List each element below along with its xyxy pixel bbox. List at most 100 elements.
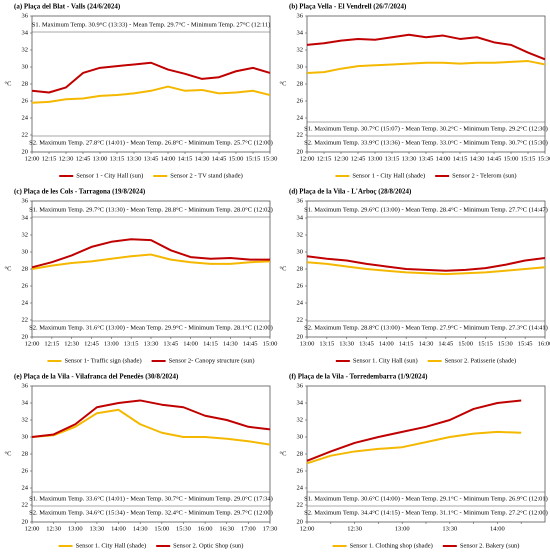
legend-label: Sensor 2. Patisserie (shade) bbox=[445, 357, 516, 364]
x-tick-label: 13:00 bbox=[93, 155, 108, 162]
series-line bbox=[31, 61, 271, 94]
legend-label: Sensor 2 - TV stand (shade) bbox=[170, 172, 243, 179]
chart-panel: (f) Plaça de la Vila - Torredembarra (1/… bbox=[280, 373, 548, 550]
legend-label: Sensor 1. City Hall (shade) bbox=[76, 542, 147, 549]
annotation: S1. Maximum Temp. 30.9°C (13:33) - Mean … bbox=[32, 21, 271, 28]
x-tick-label: 14:15 bbox=[453, 155, 468, 162]
x-tick-label: 14:45 bbox=[212, 155, 227, 162]
y-tick-label: 20 bbox=[22, 333, 29, 340]
y-tick-label: 28 bbox=[22, 265, 29, 272]
y-tick-label: 32 bbox=[22, 231, 29, 238]
x-tick-label: 15:00 bbox=[504, 155, 519, 162]
legend-label: Sensor 1 - City Hall (sun) bbox=[76, 172, 143, 179]
y-tick-label: 32 bbox=[22, 416, 29, 423]
x-tick-label: 14:45 bbox=[487, 155, 502, 162]
legend-label: Sensor 2. Optic Shop (sun) bbox=[173, 542, 243, 549]
y-tick-label: 36 bbox=[297, 197, 304, 204]
chart-panel: (c) Plaça de les Cols - Tarragona (19/8/… bbox=[5, 188, 278, 365]
y-tick-label: 24 bbox=[297, 114, 304, 121]
y-tick-label: 26 bbox=[297, 97, 304, 104]
x-tick-label: 14:00 bbox=[183, 340, 198, 347]
x-tick-label: 13:00 bbox=[395, 525, 410, 532]
x-tick-label: 13:15 bbox=[319, 340, 334, 347]
x-tick-label: 14:30 bbox=[223, 340, 238, 347]
x-tick-label: 15:30 bbox=[498, 340, 513, 347]
y-tick-label: 26 bbox=[297, 282, 304, 289]
x-tick-label: 14:30 bbox=[133, 525, 148, 532]
x-tick-label: 15:15 bbox=[478, 340, 493, 347]
y-tick-label: 20 bbox=[22, 148, 29, 155]
y-tick-label: 36 bbox=[297, 382, 304, 389]
y-tick-label: 20 bbox=[22, 518, 29, 525]
x-tick-label: 12:15 bbox=[44, 340, 59, 347]
y-tick-label: 36 bbox=[22, 382, 29, 389]
x-tick-label: 16:00 bbox=[538, 340, 550, 347]
x-tick-label: 13:45 bbox=[419, 155, 434, 162]
y-tick-label: 30 bbox=[22, 63, 29, 70]
x-tick-label: 12:30 bbox=[64, 340, 79, 347]
x-tick-label: 13:30 bbox=[127, 155, 142, 162]
x-tick-label: 16:30 bbox=[219, 525, 234, 532]
annotation: S2. Maximum Temp. 34.6°C (15:34) - Mean … bbox=[29, 509, 273, 516]
series-line bbox=[31, 253, 271, 270]
y-tick-label: 28 bbox=[22, 80, 29, 87]
y-tick-label: 24 bbox=[297, 484, 304, 491]
x-tick-label: 12:00 bbox=[25, 155, 40, 162]
x-tick-label: 12:30 bbox=[334, 155, 349, 162]
y-tick-label: 22 bbox=[297, 501, 304, 508]
annotation: S2. Maximum Temp. 34.4°C (14:15) - Mean … bbox=[304, 509, 548, 516]
x-tick-label: 15:15 bbox=[521, 155, 536, 162]
chart-panel: (e) Plaça de la Vila - Vilafranca del Pe… bbox=[5, 373, 278, 550]
chart-title: (f) Plaça de la Vila - Torredembarra (1/… bbox=[289, 373, 428, 381]
y-tick-label: 24 bbox=[22, 114, 29, 121]
series-line bbox=[306, 399, 522, 462]
x-tick-label: 13:45 bbox=[359, 340, 374, 347]
x-tick-label: 14:30 bbox=[470, 155, 485, 162]
legend: Sensor 1 - City Hall (shade) Sensor 2 - T… bbox=[335, 172, 517, 179]
legend-label: Sensor 1 - City Hall (shade) bbox=[352, 172, 425, 179]
y-tick-label: 34 bbox=[297, 399, 304, 406]
legend: Sensor 1- Traffic sign (shade) Sensor 2- … bbox=[47, 357, 255, 364]
x-tick-label: 15:30 bbox=[538, 155, 550, 162]
x-tick-label: 13:45 bbox=[144, 155, 159, 162]
plot-frame bbox=[31, 15, 271, 153]
series-line bbox=[306, 261, 546, 276]
x-tick-label: 15:00 bbox=[458, 340, 473, 347]
y-tick-label: 34 bbox=[297, 29, 304, 36]
y-tick-label: 30 bbox=[297, 248, 304, 255]
series-line bbox=[31, 85, 271, 104]
x-tick-label: 12:30 bbox=[59, 155, 74, 162]
y-tick-label: 32 bbox=[22, 46, 29, 53]
x-tick-label: 13:00 bbox=[300, 340, 315, 347]
legend: Sensor 1. Clothing shop (shade) Sensor 2.… bbox=[332, 542, 519, 549]
y-axis-label: °C bbox=[280, 265, 287, 272]
series-line bbox=[306, 255, 546, 272]
y-tick-label: 36 bbox=[22, 12, 29, 19]
y-tick-label: 30 bbox=[22, 433, 29, 440]
legend: Sensor 1. City Hall (sun) Sensor 2. Patis… bbox=[335, 357, 516, 364]
y-tick-label: 32 bbox=[297, 416, 304, 423]
y-tick-label: 32 bbox=[297, 46, 304, 53]
chart-panel: (d) Plaça de la Vila - L'Arboç (28/8/202… bbox=[280, 188, 550, 365]
y-tick-label: 22 bbox=[22, 316, 29, 323]
x-tick-label: 15:30 bbox=[263, 155, 278, 162]
x-tick-label: 12:00 bbox=[25, 525, 40, 532]
y-axis-label: °C bbox=[280, 80, 287, 87]
x-tick-label: 17:00 bbox=[241, 525, 256, 532]
x-tick-label: 13:30 bbox=[339, 340, 354, 347]
y-tick-label: 22 bbox=[297, 316, 304, 323]
legend: Sensor 1. City Hall (shade) Sensor 2. Opt… bbox=[58, 542, 243, 549]
annotation: S2. Maximum Temp. 31.6°C (13:00) - Mean … bbox=[29, 324, 273, 331]
chart-title: (a) Plaça del Blat - Valls (24/6/2024) bbox=[14, 3, 121, 11]
x-tick-label: 14:45 bbox=[243, 340, 258, 347]
y-tick-label: 34 bbox=[22, 399, 29, 406]
x-tick-label: 13:30 bbox=[90, 525, 105, 532]
x-tick-label: 12:00 bbox=[300, 155, 315, 162]
x-tick-label: 14:00 bbox=[111, 525, 126, 532]
series-line bbox=[31, 238, 270, 269]
y-axis-label: °C bbox=[5, 80, 12, 87]
x-tick-label: 13:00 bbox=[68, 525, 83, 532]
series-line bbox=[31, 408, 271, 446]
